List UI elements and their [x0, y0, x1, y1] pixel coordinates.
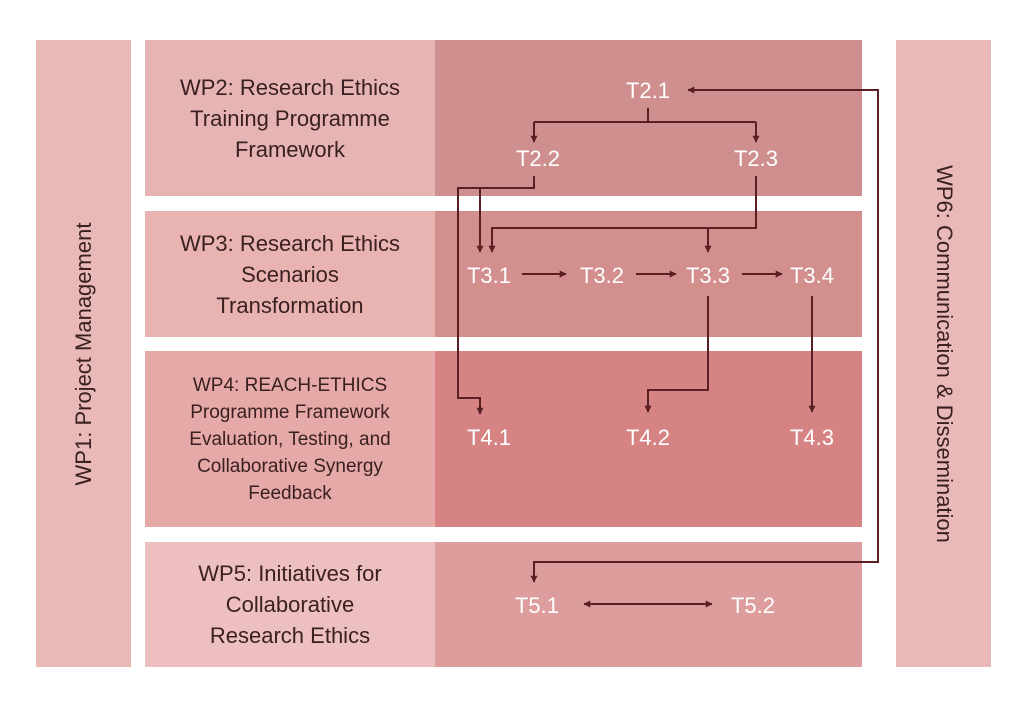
wp5-label-line: Research Ethics	[209, 623, 371, 648]
wp3-label-line: Scenarios	[241, 261, 339, 287]
wp4-row: WP4: REACH-ETHICS Programme Framework Ev…	[145, 351, 862, 527]
wp3-row: WP3: Research Ethics Scenarios Transform…	[145, 211, 862, 337]
wp3-label-line: WP3: Research Ethics	[179, 230, 401, 256]
wp4-label-line: Feedback	[248, 482, 332, 504]
task-t3-1: T3.1	[467, 263, 511, 288]
wp4-label-line: Evaluation, Testing, and	[189, 428, 391, 450]
wp2-label-line: Framework	[234, 136, 345, 162]
wp2-label-line: Training Programme	[190, 105, 390, 131]
wp4-label-line: Collaborative Synergy	[197, 455, 383, 477]
wp1-sidebar: WP1: Project Management	[36, 40, 131, 667]
wp2-label: WP2: Research Ethics Training Programme …	[145, 40, 435, 196]
task-t4-3: T4.3	[790, 425, 834, 450]
wp4-tasks-area	[435, 351, 862, 527]
task-t2-2: T2.2	[516, 146, 560, 171]
wp2-label-line: WP2: Research Ethics	[179, 74, 401, 100]
task-t3-2: T3.2	[580, 263, 624, 288]
task-t4-1: T4.1	[467, 425, 511, 450]
wp5-label-line: WP5: Initiatives for	[198, 561, 382, 586]
wp4-label: WP4: REACH-ETHICS Programme Framework Ev…	[145, 351, 435, 527]
wp2-row: WP2: Research Ethics Training Programme …	[145, 40, 862, 196]
connector-t3-3-to-t4-2	[644, 296, 709, 413]
connector-t2-1-to-t2-2-t2-3	[533, 108, 757, 142]
task-t3-3: T3.3	[686, 263, 730, 288]
wp6-sidebar: WP6: Communication & Dissemination	[896, 40, 991, 667]
task-t2-3: T2.3	[734, 146, 778, 171]
task-t3-4: T3.4	[790, 263, 834, 288]
wp3-label: WP3: Research Ethics Scenarios Transform…	[145, 211, 435, 337]
wp4-label-line: WP4: REACH-ETHICS	[192, 374, 388, 396]
connector-t2-3-to-t3-1-t3-3	[488, 176, 757, 253]
wp5-label-line: Collaborative	[225, 592, 355, 617]
wp5-label: WP5: Initiatives for Collaborative Resea…	[145, 542, 435, 667]
task-t4-2: T4.2	[626, 425, 670, 450]
connector-t5-1-to-t2-1	[533, 86, 879, 582]
connector-t2-2-to-t3-1	[476, 176, 535, 253]
task-t2-1: T2.1	[626, 78, 670, 103]
task-t5-1: T5.1	[515, 593, 559, 618]
wp4-label-line: Programme Framework	[190, 401, 390, 423]
connector-t2-2-to-t4-1	[457, 187, 481, 414]
task-t5-2: T5.2	[731, 593, 775, 618]
wp3-label-line: Transformation	[216, 292, 364, 318]
